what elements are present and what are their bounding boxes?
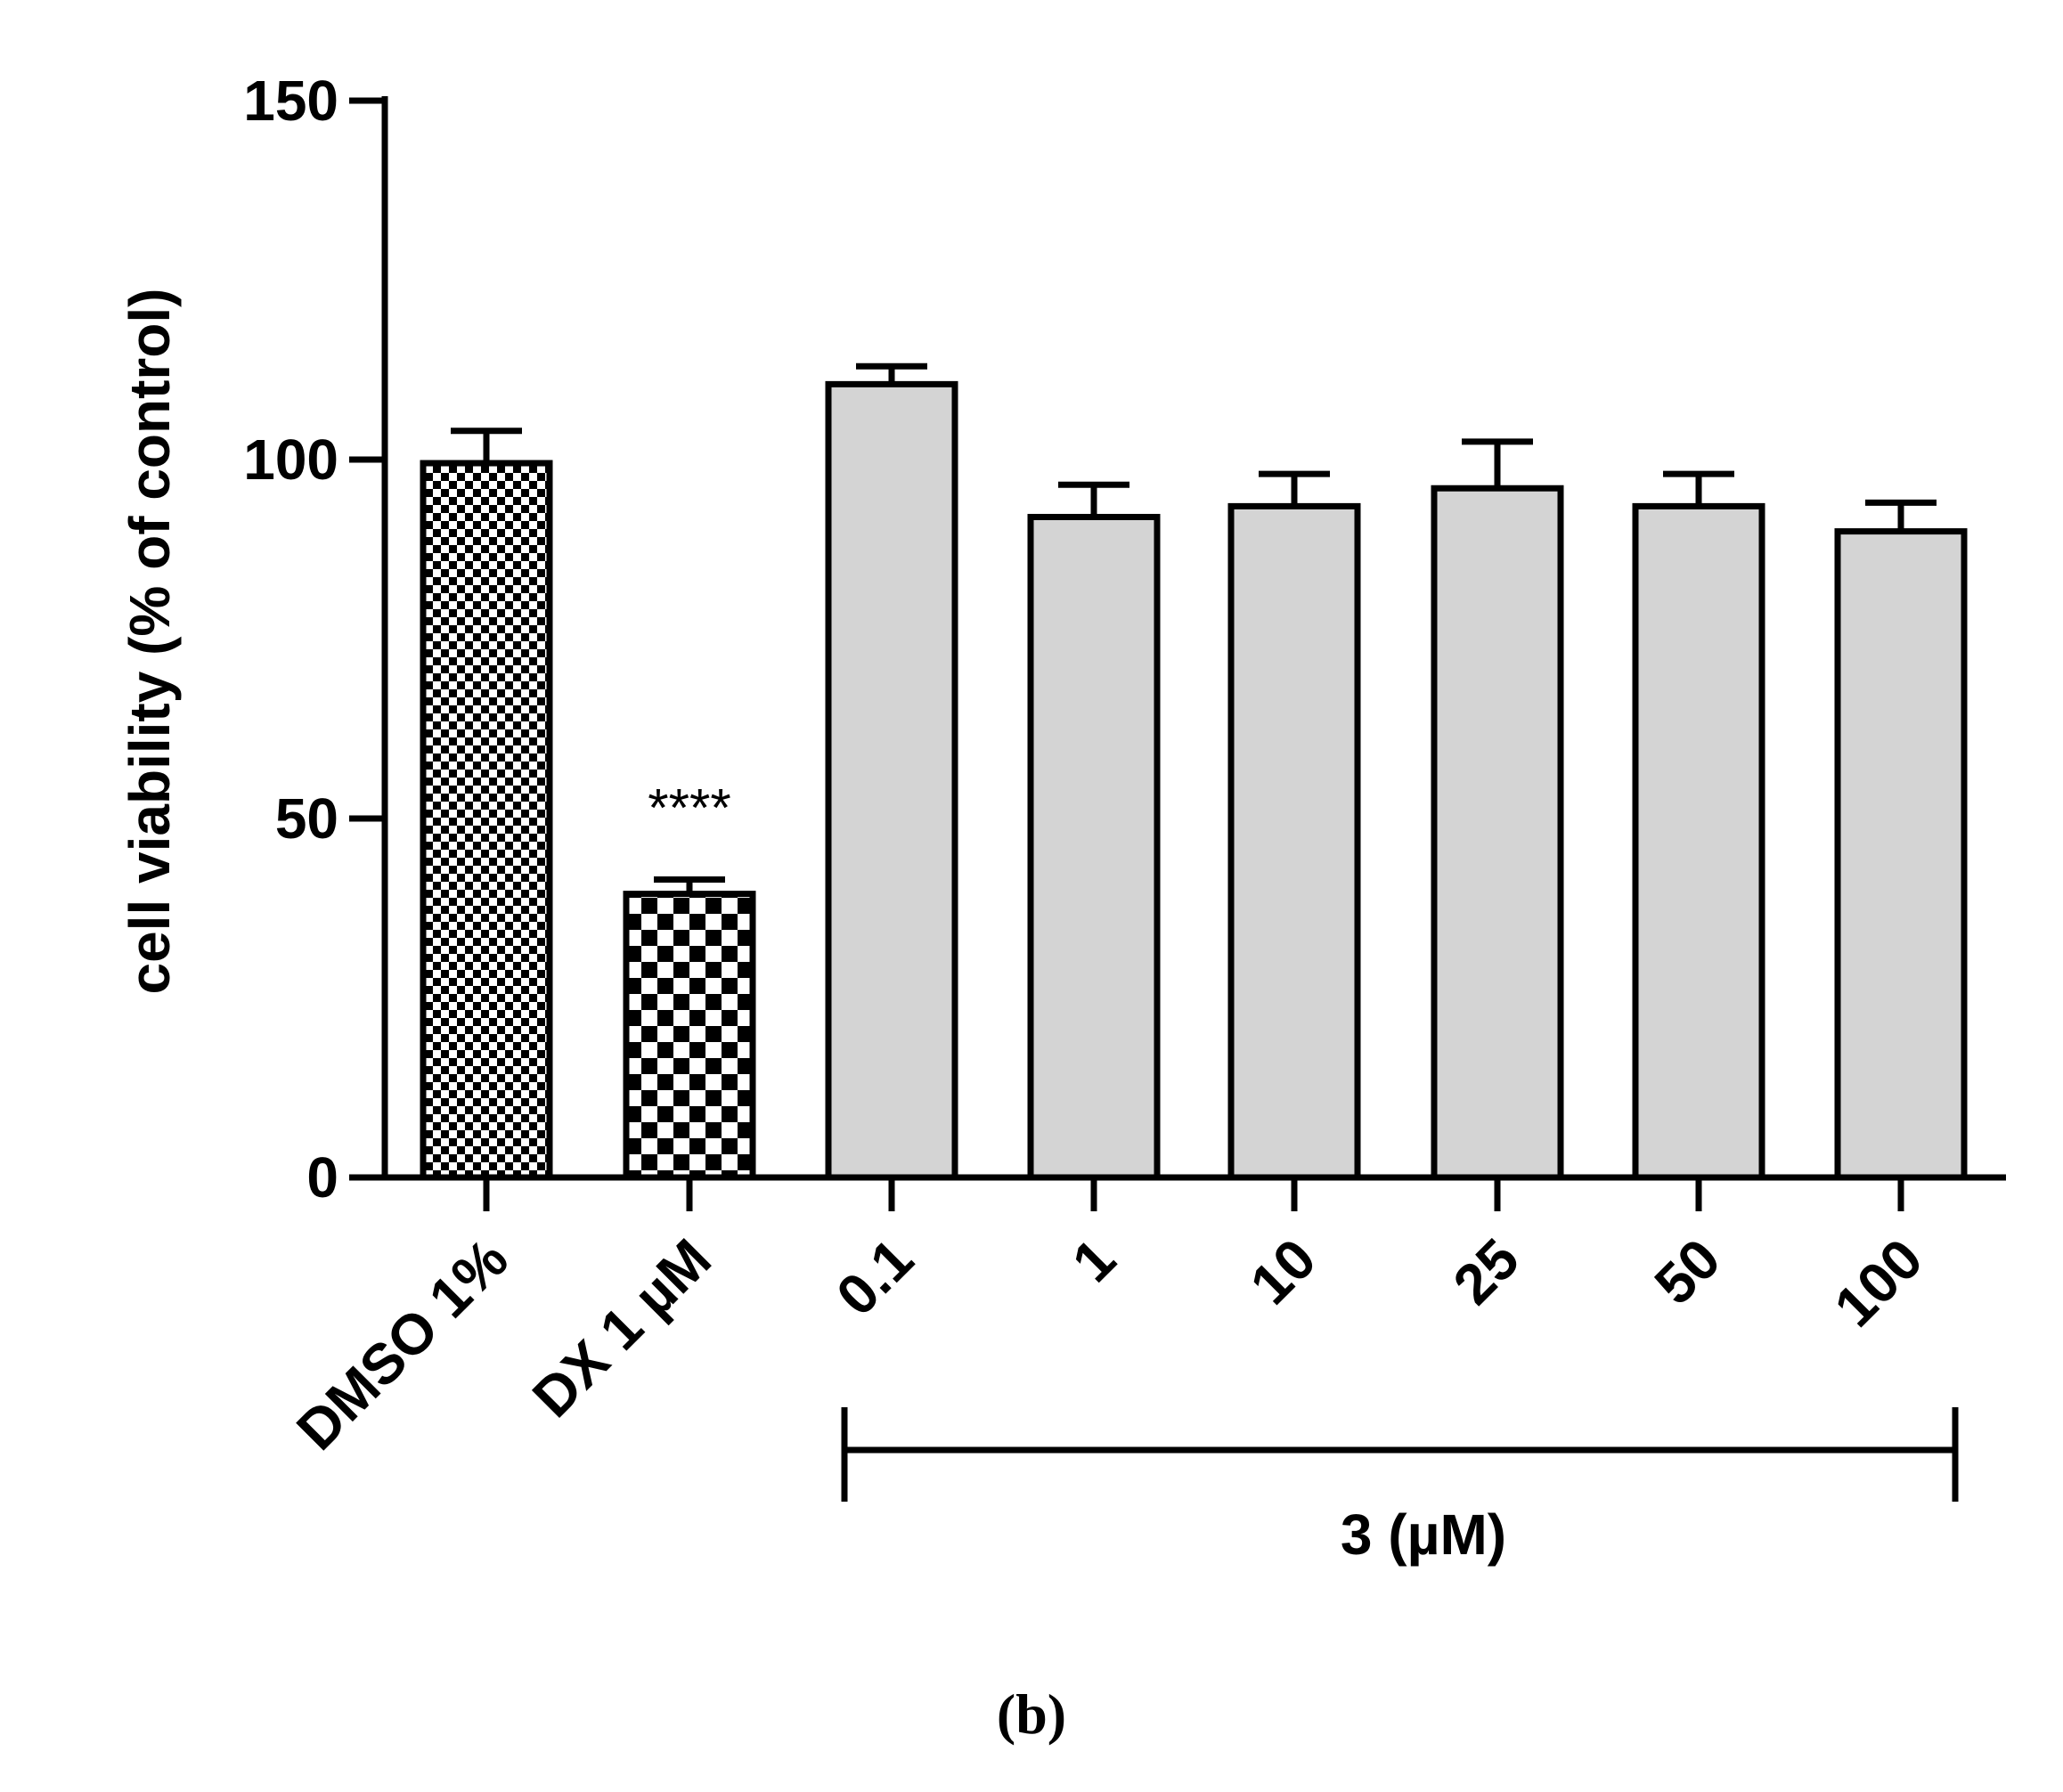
bar xyxy=(1431,485,1564,1181)
significance-label: **** xyxy=(648,778,730,838)
x-tick-labels: DMSO 1% DX 1 µM 0.1 1 10 25 50 100 xyxy=(284,1226,1935,1462)
bar xyxy=(1027,513,1161,1181)
bars: **** xyxy=(420,362,1968,1181)
x-tick-label: 50 xyxy=(1643,1226,1733,1316)
bar xyxy=(825,380,958,1181)
group-bracket: 3 (µM) xyxy=(841,1407,1959,1567)
x-tick-label: 25 xyxy=(1441,1226,1531,1316)
bar xyxy=(1227,502,1361,1181)
x-axis xyxy=(382,1174,2006,1211)
x-tick-label: 100 xyxy=(1822,1226,1934,1339)
y-tick-label: 100 xyxy=(243,428,338,492)
bar xyxy=(623,891,756,1181)
x-tick-label: DMSO 1% xyxy=(284,1226,520,1462)
y-ticks: 0 50 100 150 xyxy=(243,69,385,1210)
bar xyxy=(1834,528,1968,1181)
bracket-label: 3 (µM) xyxy=(1341,1503,1506,1567)
panel-label: (b) xyxy=(997,1682,1066,1746)
bar xyxy=(420,460,553,1181)
y-tick-label: 0 xyxy=(306,1145,338,1210)
x-tick-label: 10 xyxy=(1238,1226,1328,1316)
y-tick-label: 150 xyxy=(243,69,338,133)
x-tick-label: DX 1 µM xyxy=(520,1226,723,1430)
y-axis-label: cell viability (% of control) xyxy=(118,289,182,995)
x-tick-label: 0.1 xyxy=(824,1226,925,1328)
y-tick-label: 50 xyxy=(275,786,338,851)
x-tick-label: 1 xyxy=(1060,1226,1128,1294)
bar xyxy=(1632,502,1765,1181)
